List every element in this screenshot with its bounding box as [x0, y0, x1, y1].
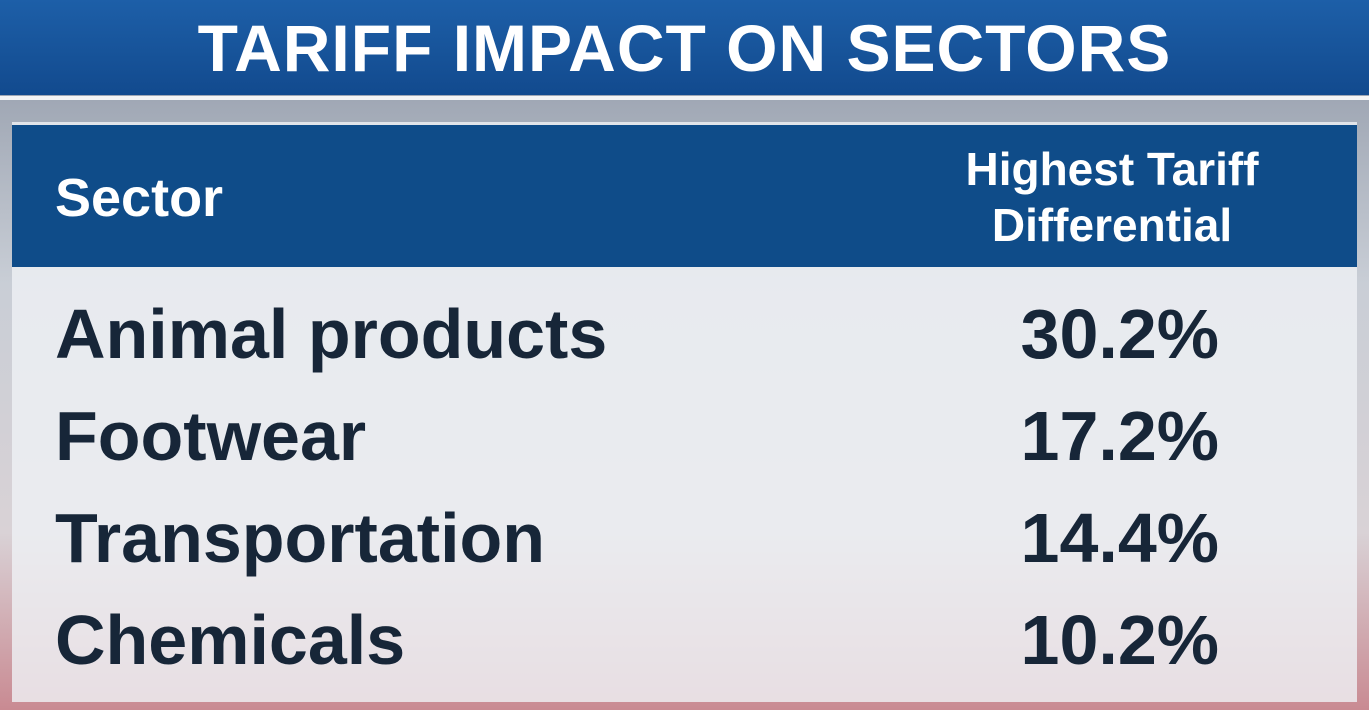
sector-cell: Animal products — [55, 295, 608, 373]
divider — [0, 96, 1369, 100]
column-header: Sector — [55, 168, 224, 228]
tariff-cell: 14.4% — [1020, 499, 1219, 577]
tariff-cell: 17.2% — [1020, 397, 1219, 475]
table-header: Sector Highest Tariff Differential — [12, 125, 1357, 267]
sector-cell: Footwear — [55, 397, 367, 475]
sector-cell: Transportation — [55, 499, 546, 577]
table: Sector Highest Tariff Differential Anima… — [12, 122, 1357, 702]
sector-cell: Chemicals — [55, 601, 406, 679]
tariff-cell: 10.2% — [1020, 601, 1219, 679]
title-banner: TARIFF IMPACT ON SECTORS — [0, 0, 1369, 95]
title: TARIFF IMPACT ON SECTORS — [197, 10, 1172, 85]
tariff-cell: 30.2% — [1020, 295, 1219, 373]
column-header: Highest Tariff Differential — [965, 143, 1259, 251]
